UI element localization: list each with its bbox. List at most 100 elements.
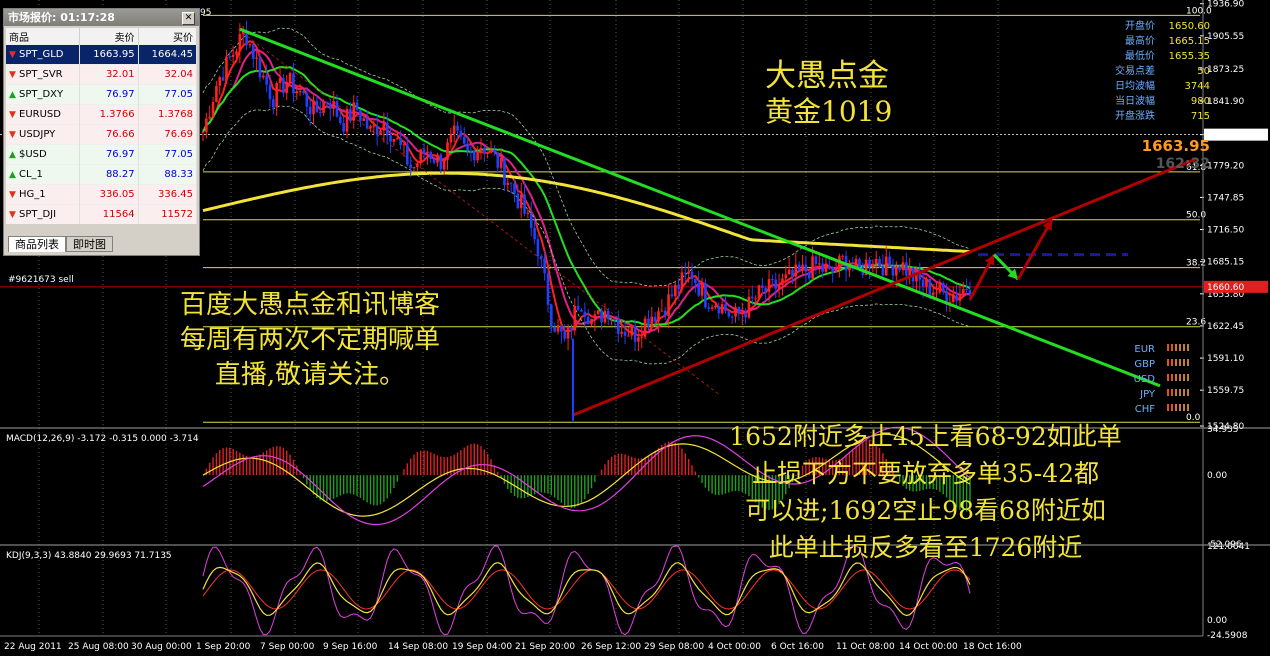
buy-price: 77.05 bbox=[138, 144, 198, 165]
currency-strength-bar bbox=[1175, 389, 1177, 396]
arrow-down-icon: ▼ bbox=[9, 130, 16, 140]
currency-strength-bar bbox=[1171, 374, 1173, 381]
currency-strength-bar bbox=[1187, 344, 1189, 351]
candle-body bbox=[945, 291, 948, 303]
candle-body bbox=[476, 151, 479, 161]
currency-strength-bar bbox=[1171, 359, 1173, 366]
candle-body bbox=[704, 283, 707, 308]
candle-body bbox=[235, 51, 238, 55]
candle-body bbox=[871, 263, 875, 268]
annotation-title: 大愚点金 bbox=[765, 58, 889, 94]
candle-body bbox=[637, 337, 640, 342]
candle-body bbox=[523, 194, 526, 214]
candle-body bbox=[606, 310, 610, 320]
x-tick-label: 30 Aug 00:00 bbox=[131, 642, 192, 652]
macd-y-tick: 34.935 bbox=[1207, 425, 1239, 435]
tab-tick-chart[interactable]: 即时图 bbox=[66, 236, 113, 252]
candle-body bbox=[807, 271, 811, 279]
col-symbol[interactable]: 商品 bbox=[6, 28, 81, 45]
symbol-name: $USD bbox=[19, 149, 47, 160]
candle-body bbox=[727, 311, 731, 317]
arrow-down-icon: ▼ bbox=[9, 70, 16, 80]
candle-body bbox=[633, 325, 637, 342]
candle-body bbox=[951, 295, 955, 302]
candle-body bbox=[684, 272, 687, 274]
sell-price: 336.05 bbox=[79, 184, 139, 205]
candle-body bbox=[298, 91, 302, 93]
stat-value: 50 bbox=[1197, 66, 1210, 77]
candle-body bbox=[627, 335, 630, 337]
currency-strength-bar bbox=[1179, 389, 1181, 396]
candle-body bbox=[228, 56, 232, 58]
x-tick-label: 1 Sep 20:00 bbox=[196, 642, 251, 652]
table-row[interactable]: ▼ SPT_SVR 32.01 32.04 bbox=[6, 64, 198, 85]
candle-body bbox=[369, 125, 372, 129]
candle-body bbox=[442, 159, 446, 170]
candle-body bbox=[817, 263, 821, 265]
stat-label: 开盘价 bbox=[1125, 19, 1155, 32]
candle-body bbox=[573, 305, 577, 331]
candle-body bbox=[653, 316, 657, 322]
shadow-time: 162:32 bbox=[1156, 156, 1210, 172]
candle-body bbox=[580, 309, 583, 312]
arrow-down-head bbox=[1007, 268, 1018, 280]
trendline-up bbox=[571, 157, 1196, 417]
right-note: 1652附近多止45上看68-92如此单 止损下方不要放弃多单35-42都 可以… bbox=[688, 418, 1163, 566]
bollinger-lower bbox=[202, 105, 971, 365]
candle-body bbox=[834, 269, 838, 273]
candle-body bbox=[744, 313, 747, 318]
symbol-cell: ▲ CL_1 bbox=[6, 164, 81, 185]
candle-body bbox=[707, 307, 711, 309]
candle-body bbox=[493, 149, 496, 153]
candle-body bbox=[439, 154, 443, 170]
candle-body bbox=[516, 193, 520, 209]
table-row[interactable]: ▼ SPT_GLD 1663.95 1664.45 bbox=[6, 44, 198, 65]
col-sell[interactable]: 卖价 bbox=[79, 28, 139, 45]
tab-symbol-list[interactable]: 商品列表 bbox=[8, 236, 66, 252]
table-row[interactable]: ▼ USDJPY 76.66 76.69 bbox=[6, 124, 198, 145]
symbol-cell: ▼ SPT_DJI bbox=[6, 204, 81, 224]
candle-body bbox=[620, 331, 623, 334]
buy-price: 1.3768 bbox=[138, 104, 198, 125]
kdj-y-tick: 121.0641 bbox=[1207, 542, 1250, 552]
symbol-cell: ▼ USDJPY bbox=[6, 124, 81, 145]
currency-strength-bar bbox=[1187, 389, 1189, 396]
symbol-cell: ▲ SPT_DXY bbox=[6, 84, 81, 105]
candle-body bbox=[503, 157, 506, 185]
x-tick-label: 6 Oct 16:00 bbox=[771, 642, 824, 652]
candle-body bbox=[506, 182, 510, 185]
candle-body bbox=[238, 34, 242, 52]
currency-label: JPY bbox=[1139, 389, 1156, 400]
close-icon[interactable]: ✕ bbox=[182, 12, 195, 25]
currency-strength-bar bbox=[1167, 344, 1169, 351]
table-row[interactable]: ▼ EURUSD 1.3766 1.3768 bbox=[6, 104, 198, 125]
col-buy[interactable]: 买价 bbox=[138, 28, 198, 45]
macd-line bbox=[202, 433, 971, 517]
table-row[interactable]: ▲ SPT_DXY 76.97 77.05 bbox=[6, 84, 198, 105]
currency-strength-bar bbox=[1179, 374, 1181, 381]
table-row[interactable]: ▲ CL_1 88.27 88.33 bbox=[6, 164, 198, 185]
table-row[interactable]: ▼ SPT_DJI 11564 11572 bbox=[6, 204, 198, 224]
currency-strength-bar bbox=[1183, 374, 1185, 381]
candle-body bbox=[426, 151, 429, 154]
buy-price: 1664.45 bbox=[138, 44, 198, 65]
candle-body bbox=[365, 118, 369, 129]
symbol-name: SPT_SVR bbox=[19, 69, 63, 80]
symbol-name: EURUSD bbox=[19, 109, 61, 120]
sell-price: 76.97 bbox=[79, 84, 139, 105]
table-row[interactable]: ▼ HG_1 336.05 336.45 bbox=[6, 184, 198, 205]
table-row[interactable]: ▲ $USD 76.97 77.05 bbox=[6, 144, 198, 165]
candle-body bbox=[556, 325, 560, 332]
arrow-down-icon: ▼ bbox=[9, 50, 16, 60]
macd-label: MACD(12,26,9) -3.172 -0.315 0.000 -3.714 bbox=[6, 434, 199, 444]
quote-panel-title[interactable]: 市场报价: 01:17:28 ✕ bbox=[4, 9, 199, 26]
y-tick-label: 1779.20 bbox=[1207, 161, 1244, 171]
quote-panel[interactable]: 市场报价: 01:17:28 ✕ 商品 卖价 买价 ▼ SPT_GLD 1663.9… bbox=[3, 8, 200, 256]
buy-price: 77.05 bbox=[138, 84, 198, 105]
candle-body bbox=[302, 91, 305, 94]
candle-body bbox=[630, 325, 634, 336]
candle-body bbox=[660, 310, 664, 312]
candle-body bbox=[918, 270, 922, 280]
x-tick-label: 4 Oct 00:00 bbox=[708, 642, 761, 652]
x-tick-label: 14 Sep 08:00 bbox=[388, 642, 448, 652]
